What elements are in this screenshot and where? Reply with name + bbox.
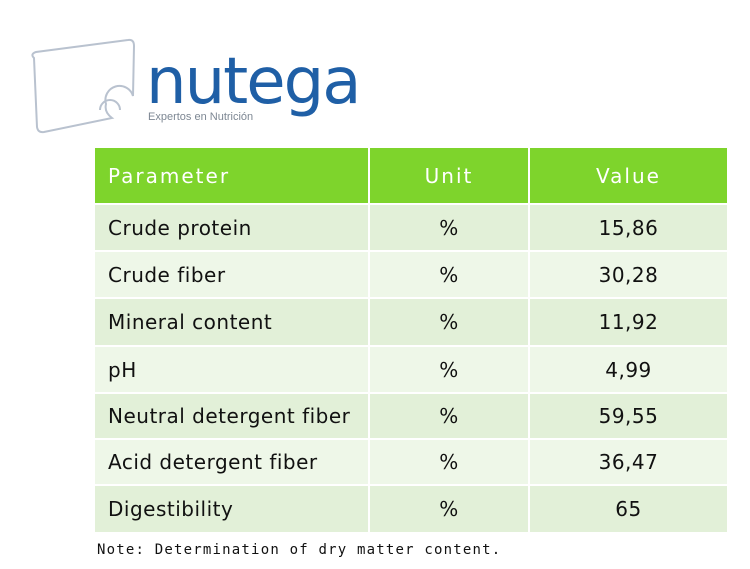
logo-tagline: Expertos en Nutrición xyxy=(148,111,253,123)
logo: nutega Expertos en Nutrición xyxy=(31,38,361,134)
logo-shape xyxy=(31,38,136,134)
table-cell: 36,47 xyxy=(530,440,727,484)
table-cell: % xyxy=(370,394,528,438)
table-cell: % xyxy=(370,440,528,484)
logo-name: nutega xyxy=(146,45,359,119)
table-cell: % xyxy=(370,486,528,532)
table-cell: % xyxy=(370,252,528,297)
table-cell: 65 xyxy=(530,486,727,532)
table-cell: Digestibility xyxy=(95,486,368,532)
table-cell: % xyxy=(370,205,528,250)
header-cell: Parameter xyxy=(95,148,368,203)
table-cell: Mineral content xyxy=(95,299,368,345)
table-cell: 30,28 xyxy=(530,252,727,297)
table-cell: Neutral detergent fiber xyxy=(95,394,368,438)
header-cell: Unit xyxy=(370,148,528,203)
table-cell: pH xyxy=(95,347,368,392)
table-cell: 4,99 xyxy=(530,347,727,392)
table-cell: 15,86 xyxy=(530,205,727,250)
header-cell: Value xyxy=(530,148,727,203)
logo-notch xyxy=(99,99,121,111)
table-cell: % xyxy=(370,299,528,345)
table-cell: % xyxy=(370,347,528,392)
table-cell: 59,55 xyxy=(530,394,727,438)
table-cell: Crude fiber xyxy=(95,252,368,297)
table-cell: Acid detergent fiber xyxy=(95,440,368,484)
table-cell: 11,92 xyxy=(530,299,727,345)
table-cell: Crude protein xyxy=(95,205,368,250)
note: Note: Determination of dry matter conten… xyxy=(97,542,502,558)
